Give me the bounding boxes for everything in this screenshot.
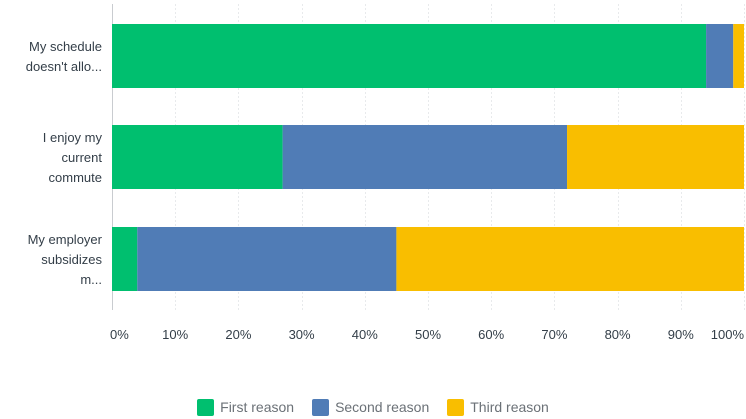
category-label: current (62, 150, 103, 165)
legend-label-second-reason: Second reason (335, 399, 430, 415)
legend: First reason Second reason Third reason (0, 396, 746, 418)
x-tick-label: 70% (541, 327, 567, 342)
bar-segment-second-reason (706, 24, 734, 88)
x-tick-label: 40% (352, 327, 378, 342)
bar-segment-second-reason (282, 125, 568, 189)
legend-label-third-reason: Third reason (470, 399, 549, 415)
x-tick-label: 0% (110, 327, 129, 342)
category-label: My employer (28, 232, 103, 247)
bars (112, 24, 744, 291)
bar-segment-first-reason (112, 24, 707, 88)
category-labels: My schedule doesn't allo... I enjoy my curr… (26, 39, 103, 287)
x-tick-label: 30% (289, 327, 315, 342)
x-tick-label: 90% (668, 327, 694, 342)
bar-segment-third-reason (567, 125, 744, 189)
legend-swatch-second-reason (312, 398, 330, 416)
bar-segment-first-reason (112, 125, 283, 189)
x-axis-ticks: 0% 10% 20% 30% 40% 50% 60% 70% 80% 90% 100% (110, 327, 744, 342)
category-label: doesn't allo... (26, 59, 102, 74)
x-tick-label: 60% (478, 327, 504, 342)
bar-segment-first-reason (112, 227, 138, 291)
category-label: My schedule (29, 39, 102, 54)
legend-item-second-reason: Second reason (312, 398, 430, 416)
x-tick-label: 10% (162, 327, 188, 342)
bar-segment-second-reason (137, 227, 397, 291)
legend-label-first-reason: First reason (220, 399, 295, 415)
legend-item-first-reason: First reason (197, 398, 295, 416)
legend-swatch-first-reason (197, 398, 215, 416)
category-label: I enjoy my (43, 130, 103, 145)
bar-segment-third-reason (733, 24, 744, 88)
x-tick-label: 80% (605, 327, 631, 342)
chart-plot: My schedule doesn't allo... I enjoy my curr… (26, 4, 745, 342)
category-label: subsidizes (41, 252, 102, 267)
bar-segment-third-reason (396, 227, 744, 291)
category-label: commute (49, 170, 102, 185)
x-tick-label: 100% (711, 327, 745, 342)
legend-item-third-reason: Third reason (447, 398, 549, 416)
category-label: m... (80, 272, 102, 287)
legend-swatch-third-reason (447, 398, 465, 416)
x-tick-label: 20% (225, 327, 251, 342)
x-tick-label: 50% (415, 327, 441, 342)
